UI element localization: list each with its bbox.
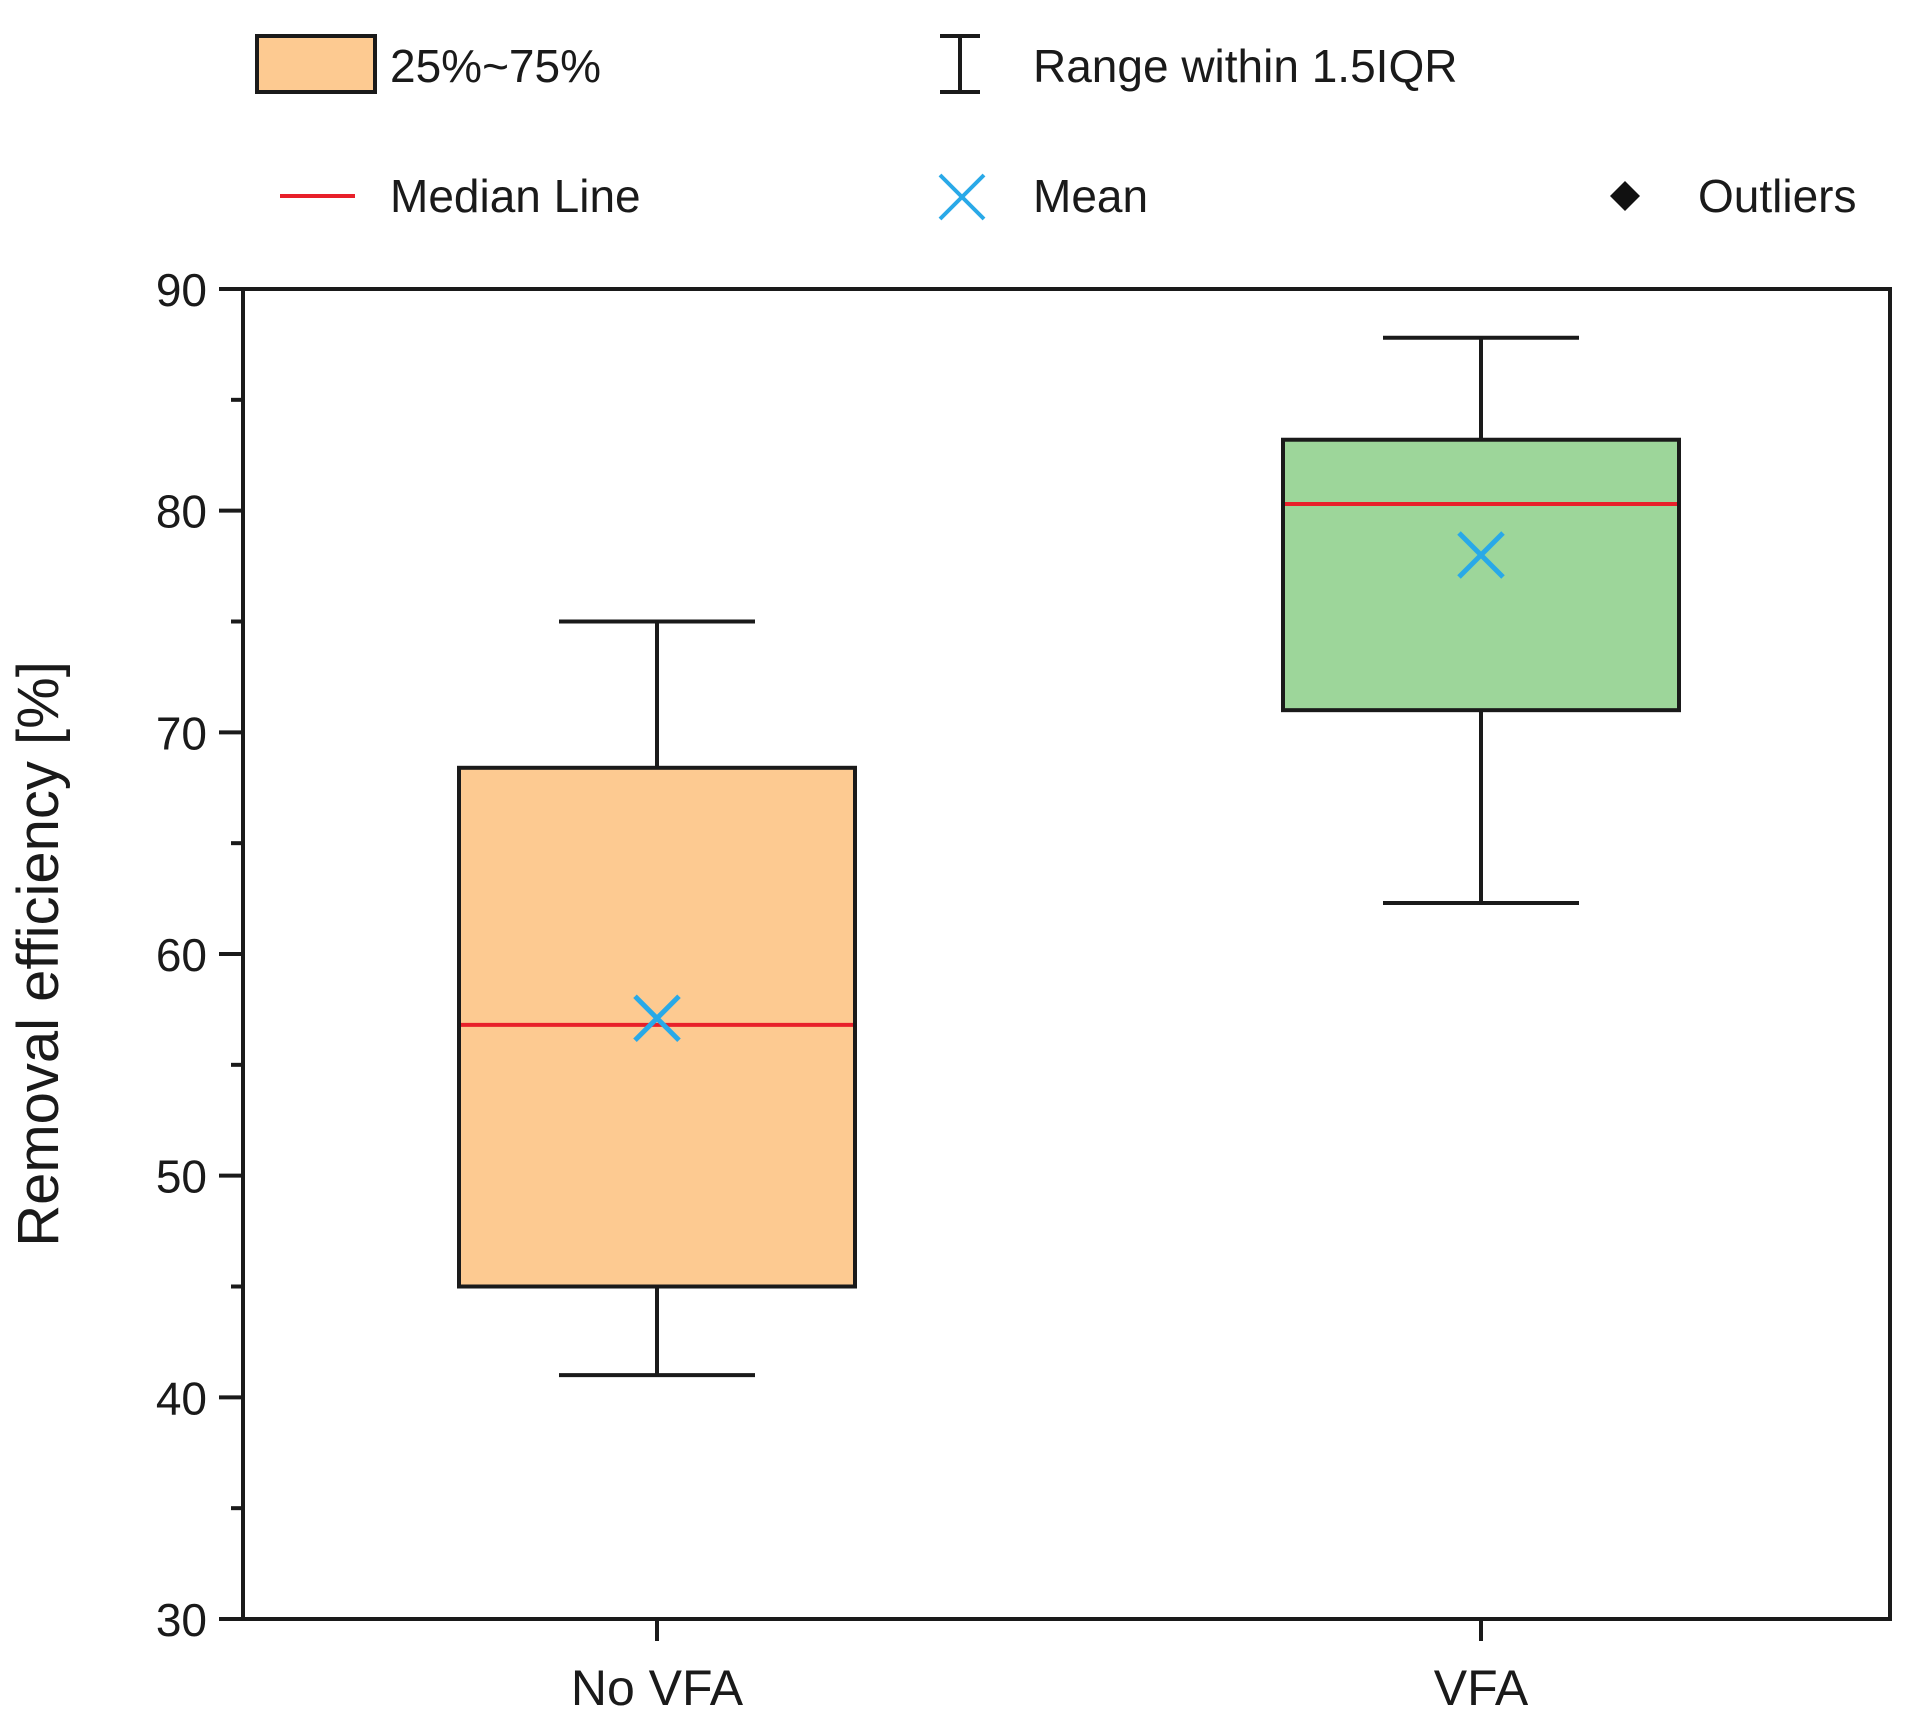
legend-label-range: Range within 1.5IQR <box>1033 40 1457 92</box>
y-tick-label: 30 <box>156 1594 207 1646</box>
legend-item-box: 25%~75% <box>255 34 601 94</box>
x-tick-label: No VFA <box>571 1660 744 1716</box>
boxes <box>457 335 1681 1378</box>
legend-item-outliers: Outliers <box>1610 170 1856 222</box>
y-tick-label: 70 <box>156 707 207 759</box>
y-tick-label: 80 <box>156 486 207 538</box>
iqr-box <box>1281 437 1681 713</box>
legend-item-mean: Mean <box>938 170 1148 222</box>
x-axis: No VFA VFA <box>571 1619 1529 1716</box>
legend-item-range: Range within 1.5IQR <box>940 34 1457 94</box>
legend-label-box: 25%~75% <box>390 40 601 92</box>
outlier-diamond-icon <box>1610 181 1640 211</box>
mean-marker <box>633 994 681 1043</box>
y-axis: 30 40 50 60 70 80 90 <box>156 264 243 1646</box>
mean-x-icon <box>938 173 986 221</box>
x-tick-label: VFA <box>1434 1660 1529 1716</box>
legend-label-mean: Mean <box>1033 170 1148 222</box>
iqr-box <box>457 765 857 1289</box>
y-tick-label: 60 <box>156 929 207 981</box>
y-tick-label: 90 <box>156 264 207 316</box>
legend-box-swatch <box>255 34 377 94</box>
legend: 25%~75% Range within 1.5IQR Median Line … <box>255 34 1856 222</box>
y-tick-label: 50 <box>156 1151 207 1203</box>
legend-label-outliers: Outliers <box>1698 170 1856 222</box>
y-tick-label: 40 <box>156 1372 207 1424</box>
legend-item-median: Median Line <box>280 170 641 222</box>
range-whisker-icon <box>940 34 980 94</box>
box-group <box>1281 335 1681 906</box>
y-axis-title: Removal efficiency [%] <box>6 661 71 1247</box>
mean-marker-stroke <box>633 994 681 1043</box>
mean-marker-stroke <box>1457 531 1505 579</box>
legend-label-median: Median Line <box>390 170 641 222</box>
box-group <box>457 619 857 1378</box>
mean-marker <box>1457 531 1505 579</box>
